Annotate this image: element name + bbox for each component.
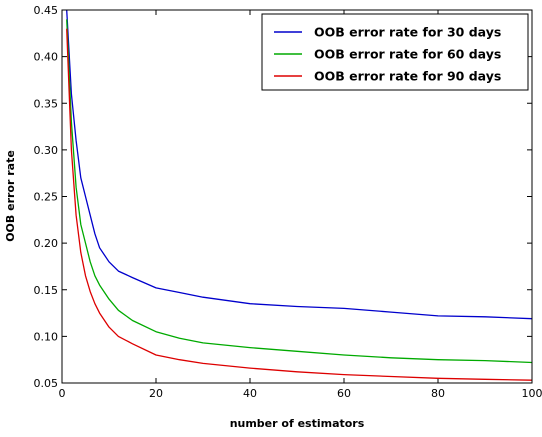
legend-label-2: OOB error rate for 60 days [314,47,501,62]
series-line-1 [66,9,533,320]
y-tick-label: 0.40 [34,51,59,64]
y-tick-label: 0.45 [34,4,59,17]
y-tick-label: 0.20 [34,237,59,250]
y-tick-label: 0.30 [34,144,59,157]
y-tick-label: 0.25 [34,191,59,204]
x-tick-label: 60 [337,387,351,400]
y-tick-label: 0.15 [34,284,59,297]
legend-label-1: OOB error rate for 30 days [314,25,501,40]
tick-layer: 0 20 40 60 80 100 0.05 0.10 0.15 0.20 0.25 0.30 0.35… [34,4,542,400]
x-tick-label: 100 [522,387,542,400]
x-tick-label: 40 [243,387,257,400]
y-tick-label: 0.35 [34,97,59,110]
y-tick-label: 0.10 [34,330,59,343]
legend-label-3: OOB error rate for 90 days [314,69,501,84]
y-tick-label: 0.05 [34,377,59,390]
legend-box [261,13,529,91]
series-line-2 [66,19,533,364]
x-axis-label: number of estimators [230,417,365,430]
x-tick-label: 0 [59,387,66,400]
series-line-3 [66,28,533,381]
x-tick-label: 80 [431,387,445,400]
plot-frame [61,9,533,384]
y-axis-label: OOB error rate [4,150,17,242]
series-layer [66,9,533,381]
legend: OOB error rate for 30 days OOB error rate… [261,13,529,91]
x-tick-label: 20 [149,387,163,400]
